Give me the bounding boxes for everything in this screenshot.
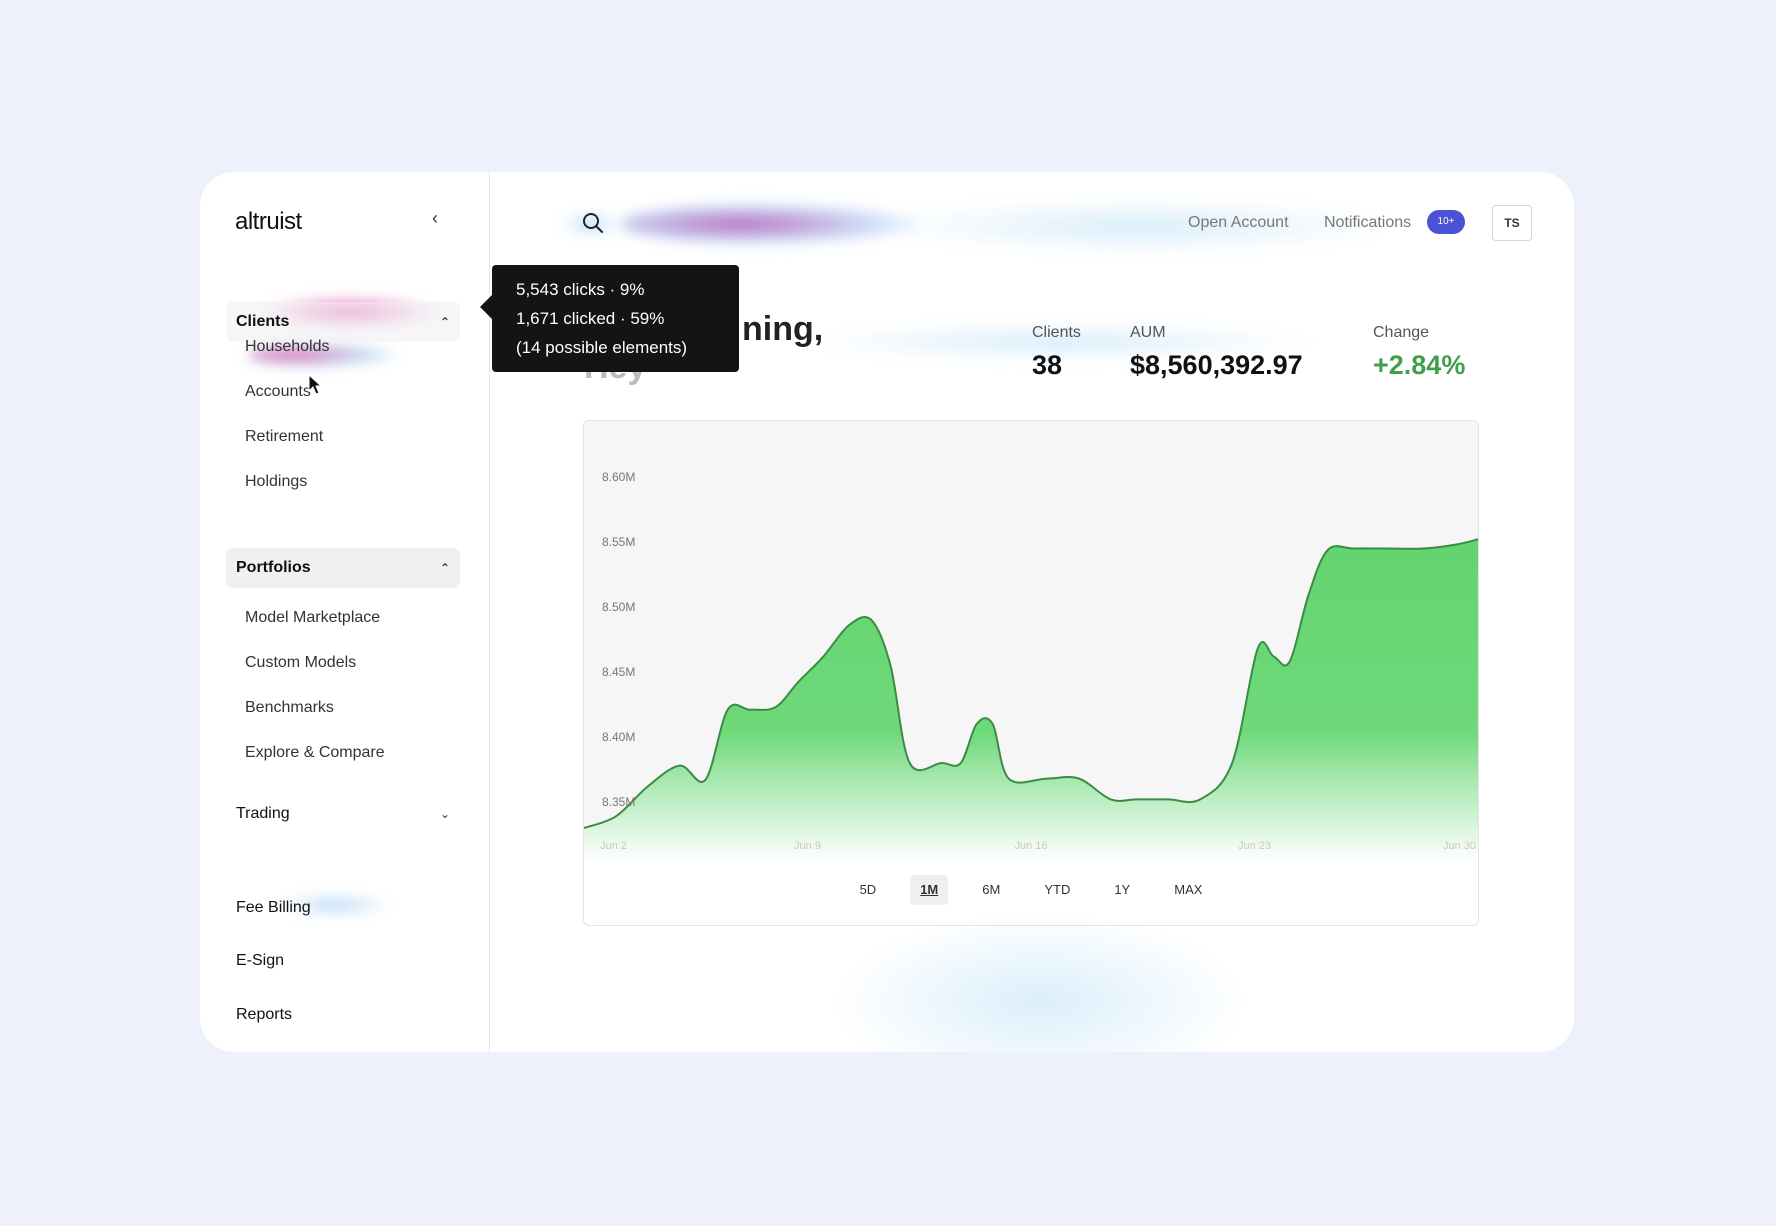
sidebar-item-e-sign[interactable]: E-Sign xyxy=(236,952,285,969)
sidebar-item-custom-models[interactable]: Custom Models xyxy=(245,654,357,671)
stat-label: AUM xyxy=(1130,324,1166,341)
x-tick-label: Jun 23 xyxy=(1238,840,1271,852)
avatar[interactable]: TS xyxy=(1492,205,1532,241)
open-account-link[interactable]: Open Account xyxy=(1188,214,1289,231)
y-tick-label: 8.40M xyxy=(602,730,635,744)
sidebar-item-retirement[interactable]: Retirement xyxy=(245,428,324,445)
sidebar-item-accounts[interactable]: Accounts xyxy=(245,383,311,400)
area-fill xyxy=(584,539,1478,861)
sidebar-group-label: Portfolios xyxy=(236,559,311,576)
sidebar-item-model-marketplace[interactable]: Model Marketplace xyxy=(245,609,381,626)
tooltip-elements: (14 possible elements) xyxy=(516,338,688,357)
sidebar-group-label: Trading xyxy=(236,805,290,822)
range-5d-button[interactable]: 5D xyxy=(859,882,877,897)
range-max-button[interactable]: MAX xyxy=(1174,882,1203,897)
range-selector: 5D 1M 6M YTD 1Y MAX xyxy=(584,875,1478,909)
aum-chart-card: 8.60M 8.55M 8.50M 8.45M 8.40M 8.35M Jun 2 Jun … xyxy=(583,420,1479,926)
stat-value: $8,560,392.97 xyxy=(1130,350,1303,380)
sidebar-group-clients[interactable]: Clients ⌃ xyxy=(226,302,460,342)
chevron-down-icon: ⌄ xyxy=(439,807,450,821)
sidebar-item-benchmarks[interactable]: Benchmarks xyxy=(245,699,334,716)
app-window: altruist ‹ Clients ⌃ Households Accounts… xyxy=(200,172,1574,1052)
sidebar-item-households[interactable]: Households xyxy=(245,338,330,355)
sidebar-group-label: Clients xyxy=(236,313,290,330)
x-tick-label: Jun 9 xyxy=(794,840,821,852)
stat-label: Change xyxy=(1373,324,1430,341)
heatmap-blob xyxy=(830,912,1250,1052)
series-line xyxy=(584,538,1478,829)
y-tick-label: 8.45M xyxy=(602,665,635,679)
stat-change: Change +2.84% xyxy=(1373,324,1465,381)
x-tick-label: Jun 30 xyxy=(1443,840,1476,852)
sidebar-group-portfolios[interactable]: Portfolios ⌃ xyxy=(226,548,460,588)
sidebar: altruist ‹ Clients ⌃ Households Accounts… xyxy=(200,172,490,1052)
y-tick-label: 8.55M xyxy=(602,535,635,549)
chevron-up-icon: ⌃ xyxy=(439,561,450,575)
heatmap-blob xyxy=(620,202,920,246)
stat-label: Clients xyxy=(1032,324,1081,341)
search-icon[interactable] xyxy=(582,212,604,234)
logo[interactable]: altruist xyxy=(235,208,302,235)
chevron-up-icon: ⌃ xyxy=(439,315,450,329)
y-tick-label: 8.50M xyxy=(602,600,635,614)
mouse-cursor-icon xyxy=(308,374,323,395)
notifications-badge[interactable]: 10+ xyxy=(1427,210,1465,234)
sidebar-item-fee-billing[interactable]: Fee Billing xyxy=(236,899,311,916)
range-6m-button[interactable]: 6M xyxy=(982,882,1001,897)
stat-aum: AUM $8,560,392.97 xyxy=(1130,324,1303,381)
greeting-line-1: ning, xyxy=(742,310,824,348)
x-tick-label: Jun 16 xyxy=(1014,840,1047,852)
stat-value: +2.84% xyxy=(1373,350,1466,380)
y-tick-label: 8.60M xyxy=(602,470,635,484)
stat-clients: Clients 38 xyxy=(1032,324,1081,381)
sidebar-item-holdings[interactable]: Holdings xyxy=(245,473,308,490)
aum-area-chart: 8.60M 8.55M 8.50M 8.45M 8.40M 8.35M Jun 2 Jun … xyxy=(584,470,1478,861)
range-ytd-button[interactable]: YTD xyxy=(1044,882,1071,897)
heatmap-blob xyxy=(880,198,1400,254)
range-1m-button[interactable]: 1M xyxy=(910,875,949,905)
y-tick-label: 8.35M xyxy=(602,795,635,809)
chevron-left-icon[interactable]: ‹ xyxy=(432,208,438,228)
sidebar-item-reports[interactable]: Reports xyxy=(236,1006,293,1023)
tooltip-clicked: 1,671 clicked · 59% xyxy=(516,309,665,328)
sidebar-item-explore-compare[interactable]: Explore & Compare xyxy=(245,744,385,761)
sidebar-group-trading[interactable]: Trading ⌄ xyxy=(226,794,460,834)
heatmap-tooltip: 5,543 clicks · 9% 1,671 clicked · 59% (1… xyxy=(480,265,739,372)
notifications-link[interactable]: Notifications xyxy=(1324,214,1412,231)
x-tick-label: Jun 2 xyxy=(600,840,627,852)
stat-value: 38 xyxy=(1032,350,1063,380)
range-1y-button[interactable]: 1Y xyxy=(1114,882,1131,897)
tooltip-clicks: 5,543 clicks · 9% xyxy=(516,280,645,299)
